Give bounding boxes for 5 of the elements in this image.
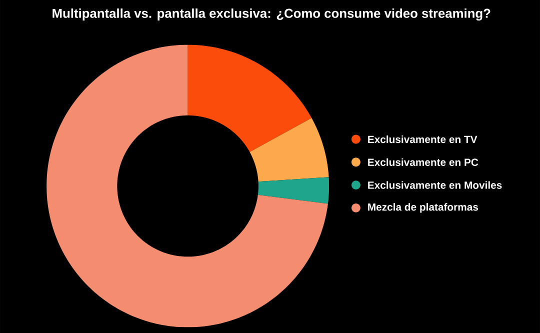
legend-label: Exclusivamente en PC [368,158,478,166]
chart-title: Multipantalla vs. pantalla exclusiva: ¿Como consume video streaming? [52,8,490,20]
legend-label: Mezcla de plataformas [368,202,478,213]
legend-label: Exclusivamente en Moviles [368,181,502,189]
legend-label: Exclusivamente en TV [368,135,478,143]
